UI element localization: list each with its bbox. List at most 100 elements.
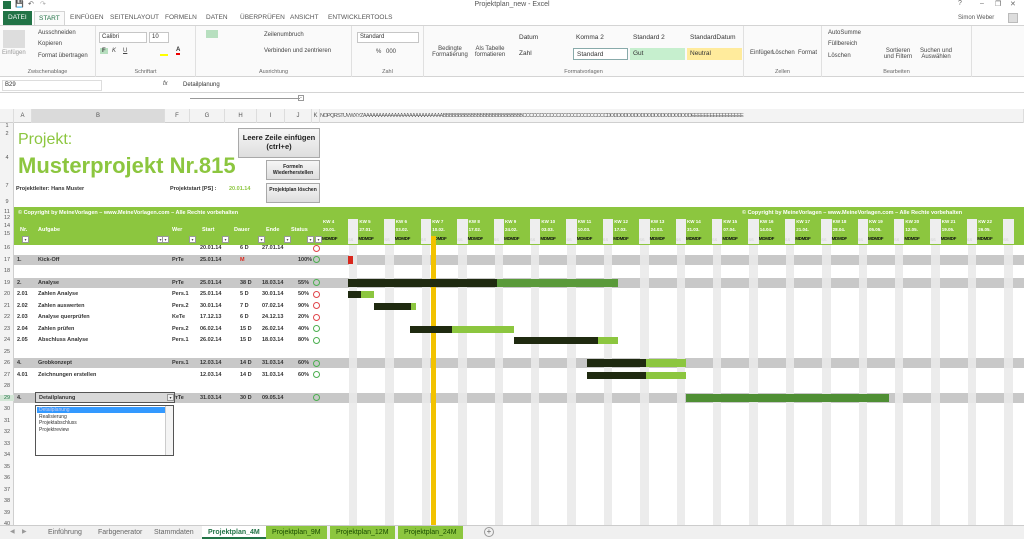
gantt-bar-done[interactable] xyxy=(374,302,412,310)
sort-filter-button[interactable]: Sortieren und Filtern xyxy=(883,48,913,60)
task-owner[interactable]: PrTe xyxy=(172,394,184,401)
task-dropdown-list[interactable]: Detailplanung Realisierung Projektabschlus… xyxy=(35,405,174,456)
row-header[interactable]: 23 xyxy=(3,325,11,332)
add-sheet-button[interactable]: + xyxy=(484,527,494,537)
task-start[interactable]: 12.03.14 xyxy=(200,360,222,366)
style-item[interactable]: Standard xyxy=(573,48,628,60)
function-icon[interactable]: fx xyxy=(163,81,168,87)
row-header[interactable]: 29 xyxy=(0,394,14,401)
save-icon[interactable]: 💾 xyxy=(15,1,24,8)
cut-button[interactable]: Ausschneiden xyxy=(38,30,76,36)
task-start[interactable]: 25.01.14 xyxy=(200,256,222,263)
task-name[interactable]: Kick-Off xyxy=(38,256,60,263)
row-header[interactable]: 31 xyxy=(3,417,11,424)
column-header[interactable]: B xyxy=(32,109,165,123)
clear-button[interactable]: Löschen xyxy=(828,53,851,59)
style-item[interactable]: StandardDatum xyxy=(687,32,742,44)
gantt-bar-done[interactable] xyxy=(514,337,598,344)
task-owner[interactable]: PrTe xyxy=(172,279,184,286)
gantt-bar-done[interactable] xyxy=(410,325,452,333)
font-size-select[interactable]: 10 xyxy=(149,32,169,43)
avatar[interactable] xyxy=(1008,13,1018,23)
task-name[interactable]: Grobkonzept xyxy=(38,360,72,366)
row-header[interactable]: 14 xyxy=(3,223,11,229)
row-header[interactable]: 33 xyxy=(3,440,11,447)
sheet-tab[interactable]: Projektplan_12M xyxy=(330,526,395,539)
row-header[interactable]: 35 xyxy=(3,463,11,470)
task-start[interactable]: 20.01.14 xyxy=(200,245,222,251)
conditional-format-button[interactable]: Bedingte Formatierung xyxy=(432,46,468,58)
filter-dropdown-button[interactable]: ▾ xyxy=(162,236,169,243)
row-header[interactable]: 12 xyxy=(3,215,11,221)
task-percent[interactable]: 80% xyxy=(298,337,310,343)
column-header[interactable]: K xyxy=(312,109,320,123)
insert-cells-button[interactable]: Einfügen xyxy=(750,50,774,56)
row-header[interactable]: 18 xyxy=(3,268,11,274)
format-cells-button[interactable]: Format xyxy=(798,50,818,56)
task-start[interactable]: 25.01.14 xyxy=(200,291,222,297)
sheet-tab[interactable]: Projektplan_24M xyxy=(398,526,463,539)
style-item[interactable]: Zahl xyxy=(516,48,571,60)
dropdown-option[interactable]: Projektabschluss xyxy=(39,420,77,426)
task-percent[interactable]: 60% xyxy=(298,371,310,378)
gantt-bar-done[interactable] xyxy=(348,291,361,298)
restore-icon[interactable]: ❐ xyxy=(995,1,1002,8)
task-name[interactable]: Zeichnungen erstellen xyxy=(38,371,97,378)
fill-color-icon[interactable] xyxy=(160,48,168,56)
style-item[interactable]: Gut xyxy=(630,48,685,60)
row-header[interactable]: 15 xyxy=(3,231,11,237)
delete-plan-button[interactable]: Projektplan löschen xyxy=(266,183,320,203)
row-header[interactable]: 26 xyxy=(3,360,11,366)
worksheet[interactable]: Projekt: Musterprojekt Nr.815 Projektlei… xyxy=(14,123,1024,525)
task-start[interactable]: 30.01.14 xyxy=(200,302,222,309)
tab-start[interactable]: START xyxy=(34,11,65,26)
gantt-bar-remaining[interactable] xyxy=(686,393,889,402)
task-start[interactable]: 25.01.14 xyxy=(200,279,222,286)
row-header[interactable]: 25 xyxy=(3,348,11,355)
row-header[interactable]: 1 xyxy=(5,123,9,129)
task-start[interactable]: 31.03.14 xyxy=(200,394,222,401)
row-header[interactable]: 30 xyxy=(3,406,11,412)
row-header[interactable]: 36 xyxy=(3,475,11,481)
task-percent[interactable]: 50% xyxy=(298,291,310,297)
task-owner[interactable]: Pers.1 xyxy=(172,360,189,366)
row-header[interactable]: 32 xyxy=(3,429,11,435)
filter-dropdown-button[interactable]: ▾ xyxy=(307,236,314,243)
style-item[interactable]: Neutral xyxy=(687,48,742,60)
sheet-tab[interactable]: Einführung xyxy=(48,529,82,536)
tab-ansicht[interactable]: ANSICHT xyxy=(290,14,319,21)
task-owner[interactable]: Pers.1 xyxy=(172,291,189,297)
sheet-tab[interactable]: Farbgenerator xyxy=(98,529,143,536)
column-header[interactable]: F xyxy=(165,109,190,123)
task-percent[interactable]: 90% xyxy=(298,302,310,309)
row-header[interactable]: 9 xyxy=(5,199,9,205)
tab-daten[interactable]: DATEN xyxy=(206,14,228,21)
thousands-button[interactable]: 000 xyxy=(386,49,397,55)
bold-button[interactable]: F xyxy=(100,48,108,54)
task-owner[interactable]: Pers.1 xyxy=(172,337,189,343)
gantt-bar-done[interactable] xyxy=(587,371,647,379)
autosum-button[interactable]: AutoSumme xyxy=(828,30,862,36)
task-name[interactable]: Analyse xyxy=(38,279,60,286)
align-middle-icon[interactable] xyxy=(206,30,218,38)
sheet-tab[interactable]: Projektplan_4M xyxy=(202,526,266,539)
task-name[interactable]: Analyse querprüfen xyxy=(38,314,90,320)
dropdown-option[interactable]: Realisierung xyxy=(39,413,67,420)
task-owner[interactable]: Pers.2 xyxy=(172,325,189,332)
row-header[interactable]: 7 xyxy=(5,183,9,189)
task-start[interactable]: 12.03.14 xyxy=(200,371,222,378)
column-header[interactable]: A xyxy=(14,109,32,123)
row-header[interactable]: 4 xyxy=(5,155,9,161)
copy-button[interactable]: Kopieren xyxy=(38,41,63,47)
filter-dropdown-button[interactable]: ▾ xyxy=(315,236,322,243)
filter-dropdown-button[interactable]: ▾ xyxy=(22,236,29,243)
style-item[interactable]: Standard 2 xyxy=(630,32,685,44)
restore-formulas-button[interactable]: Formeln Wiederherstellen xyxy=(266,160,320,180)
row-header[interactable]: 16 xyxy=(3,245,11,251)
gantt-bar-remaining[interactable] xyxy=(646,371,686,379)
task-percent[interactable]: 55% xyxy=(298,279,310,286)
row-header[interactable]: 39 xyxy=(3,509,11,516)
gantt-bar-remaining[interactable] xyxy=(452,325,515,333)
gantt-bar-remaining[interactable] xyxy=(411,302,416,310)
column-header[interactable]: H xyxy=(225,109,257,123)
